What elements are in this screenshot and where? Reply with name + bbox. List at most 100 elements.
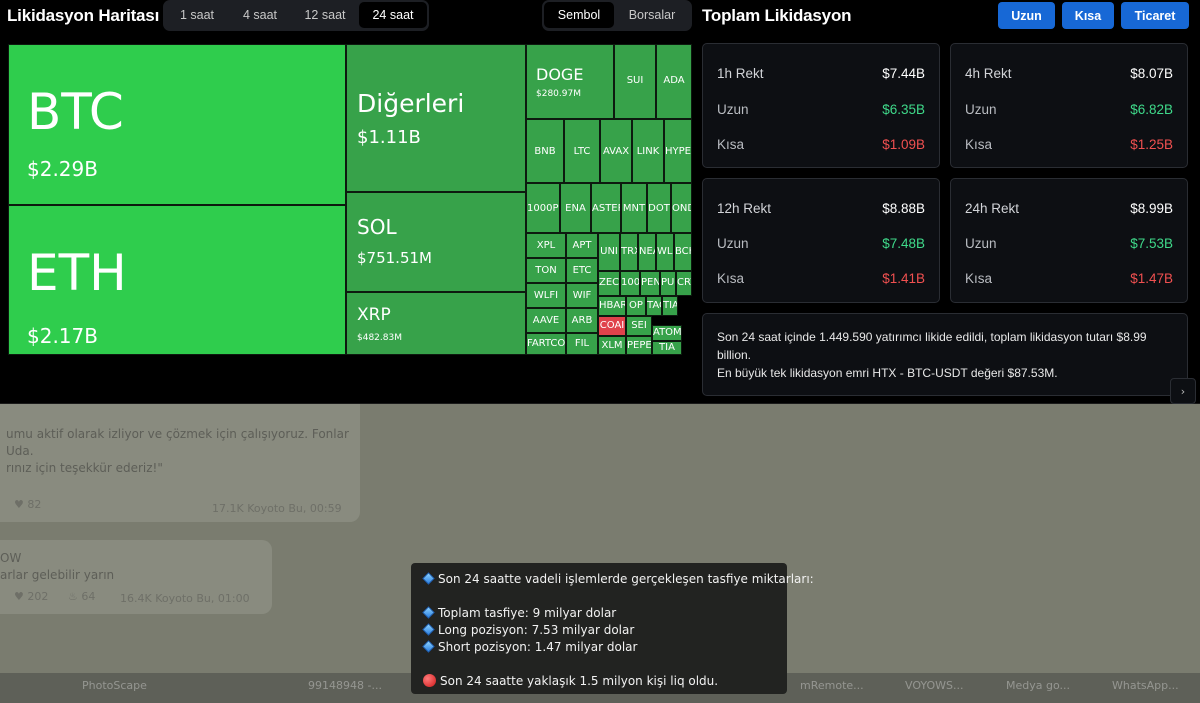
- treemap-tile[interactable]: ETH $2.17B: [8, 205, 346, 355]
- treemap-symbol: APT: [572, 240, 592, 251]
- treemap-tile[interactable]: LTC: [564, 119, 600, 183]
- treemap-symbol: HBAR: [599, 300, 625, 311]
- short-label: Kısa: [717, 271, 745, 286]
- background-text: arlar gelebilir yarın: [0, 568, 115, 582]
- treemap-tile[interactable]: PUMP: [660, 271, 676, 296]
- treemap-tile[interactable]: APT: [566, 233, 598, 258]
- reaction-count: 202: [27, 590, 49, 603]
- treemap-tile[interactable]: TRX: [620, 233, 638, 271]
- treemap-tile[interactable]: HYPE: [664, 119, 692, 183]
- treemap-symbol: AAVE: [532, 315, 560, 326]
- treemap-tile[interactable]: TIA: [662, 296, 678, 316]
- treemap-symbol: PENGU: [641, 277, 659, 288]
- view-exchanges[interactable]: Borsalar: [628, 8, 676, 22]
- treemap-symbol: TRX: [621, 246, 637, 257]
- treemap-symbol: BNB: [534, 146, 556, 157]
- timeframe-24h[interactable]: 24 saat: [359, 2, 427, 28]
- treemap-symbol: LINK: [636, 146, 660, 157]
- treemap-tile[interactable]: AAVE: [526, 308, 566, 333]
- treemap-tile[interactable]: XPL: [526, 233, 566, 258]
- rekt-label: 1h Rekt: [717, 66, 764, 81]
- long-label: Uzun: [717, 236, 749, 251]
- treemap-tile[interactable]: SUI: [614, 44, 656, 119]
- treemap-tile[interactable]: ADA: [656, 44, 692, 119]
- treemap-tile[interactable]: WIF: [566, 283, 598, 308]
- view-symbol[interactable]: Sembol: [544, 2, 614, 28]
- treemap-tile[interactable]: DOGE $280.97M: [526, 44, 614, 119]
- background-message: umu aktif olarak izliyor ve çözmek için …: [0, 404, 360, 522]
- treemap-tile[interactable]: TIA: [652, 341, 682, 355]
- treemap-symbol: XLM: [601, 340, 623, 351]
- treemap-tile[interactable]: XLM: [598, 336, 626, 355]
- treemap-tile[interactable]: WLFI: [526, 283, 566, 308]
- treemap-tile[interactable]: ENA: [560, 183, 591, 233]
- treemap-symbol: ASTER: [592, 203, 620, 214]
- treemap-tile[interactable]: COAI: [598, 316, 626, 336]
- reaction-count: 64: [81, 590, 96, 603]
- treemap-tile[interactable]: SEI: [626, 316, 652, 336]
- treemap-symbol: FARTCOIN: [527, 338, 565, 349]
- treemap-tile[interactable]: OP: [626, 296, 646, 316]
- treemap-tile[interactable]: PEPE: [626, 336, 652, 355]
- treemap-tile[interactable]: MNT: [621, 183, 647, 233]
- background-text: Uda.: [6, 444, 34, 458]
- treemap-tile[interactable]: BTC $2.29B: [8, 44, 346, 205]
- timeframe-1h[interactable]: 1 saat: [179, 8, 215, 22]
- treemap-symbol: MNT: [622, 203, 646, 214]
- treemap-tile[interactable]: TON: [526, 258, 566, 283]
- treemap-symbol: ATOM: [653, 327, 681, 338]
- treemap-tile[interactable]: ZEC: [598, 271, 620, 296]
- treemap-symbol: TAO: [647, 300, 661, 311]
- treemap-symbol: XPL: [536, 240, 556, 251]
- treemap-tile[interactable]: BNB: [526, 119, 564, 183]
- treemap-tile[interactable]: FIL: [566, 333, 598, 355]
- treemap-tile[interactable]: BCH: [674, 233, 692, 271]
- stats-card-1h: 1h Rekt $7.44B Uzun $6.35B Kısa $1.09B: [702, 43, 940, 168]
- treemap-tile[interactable]: WLD: [656, 233, 674, 271]
- treemap-tile[interactable]: ETC: [566, 258, 598, 283]
- timeframe-12h[interactable]: 12 saat: [304, 8, 346, 22]
- treemap-symbol: COAI: [599, 320, 625, 331]
- taskbar-item[interactable]: WhatsApp...: [1112, 679, 1179, 692]
- treemap-symbol: WLFI: [533, 290, 559, 301]
- treemap-tile[interactable]: TAO: [646, 296, 662, 316]
- blue-diamond-icon: [422, 606, 435, 619]
- tooltip-line: Son 24 saatte vadeli işlemlerde gerçekle…: [438, 571, 814, 586]
- treemap-symbol: 1000PEPE: [527, 203, 559, 214]
- treemap-tile[interactable]: ARB: [566, 308, 598, 333]
- tooltip-line: Toplam tasfiye: 9 milyar dolar: [438, 605, 617, 620]
- treemap-tile[interactable]: CRV: [676, 271, 692, 296]
- short-button[interactable]: Kısa: [1062, 2, 1114, 29]
- treemap-tile[interactable]: SOL $751.51M: [346, 192, 526, 292]
- timeframe-4h[interactable]: 4 saat: [242, 8, 278, 22]
- treemap-tile[interactable]: AVAX: [600, 119, 632, 183]
- treemap-tile[interactable]: 1000PEPE: [526, 183, 560, 233]
- trade-button[interactable]: Ticaret: [1121, 2, 1189, 29]
- chevron-right-icon[interactable]: ›: [1170, 378, 1196, 404]
- treemap-symbol: BTC: [27, 83, 124, 141]
- rekt-value: $8.88B: [882, 201, 925, 216]
- taskbar-item[interactable]: VOYOWS...: [905, 679, 964, 692]
- treemap-tile[interactable]: ONDO: [671, 183, 692, 233]
- treemap-tile[interactable]: NEAR: [638, 233, 656, 271]
- taskbar-item[interactable]: 99148948 -...: [308, 679, 382, 692]
- treemap-tile[interactable]: XRP $482.83M: [346, 292, 526, 355]
- treemap-tile[interactable]: Diğerleri $1.11B: [346, 44, 526, 192]
- treemap-tile[interactable]: HBAR: [598, 296, 626, 316]
- taskbar-item[interactable]: Medya go...: [1006, 679, 1070, 692]
- treemap-symbol: WIF: [572, 290, 592, 301]
- treemap-tile[interactable]: ASTER: [591, 183, 621, 233]
- treemap-symbol: BCH: [675, 246, 691, 257]
- taskbar-item[interactable]: PhotoScape: [82, 679, 147, 692]
- taskbar-item[interactable]: mRemote...: [800, 679, 864, 692]
- rekt-value: $7.44B: [882, 66, 925, 81]
- treemap-tile[interactable]: FARTCOIN: [526, 333, 566, 355]
- treemap-tile[interactable]: UNI: [598, 233, 620, 271]
- long-button[interactable]: Uzun: [998, 2, 1055, 29]
- treemap-tile[interactable]: LINK: [632, 119, 664, 183]
- blue-diamond-icon: [422, 572, 435, 585]
- treemap-tile[interactable]: 1000BONK: [620, 271, 640, 296]
- treemap-tile[interactable]: PENGU: [640, 271, 660, 296]
- treemap-tile[interactable]: DOT: [647, 183, 671, 233]
- treemap-tile[interactable]: ATOM: [652, 325, 682, 341]
